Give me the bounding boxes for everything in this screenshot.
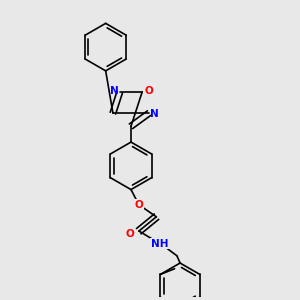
Text: O: O <box>145 86 154 96</box>
Text: N: N <box>110 86 118 96</box>
Text: O: O <box>125 229 134 238</box>
Text: O: O <box>134 200 143 210</box>
Text: N: N <box>150 109 159 119</box>
Text: NH: NH <box>151 239 168 249</box>
